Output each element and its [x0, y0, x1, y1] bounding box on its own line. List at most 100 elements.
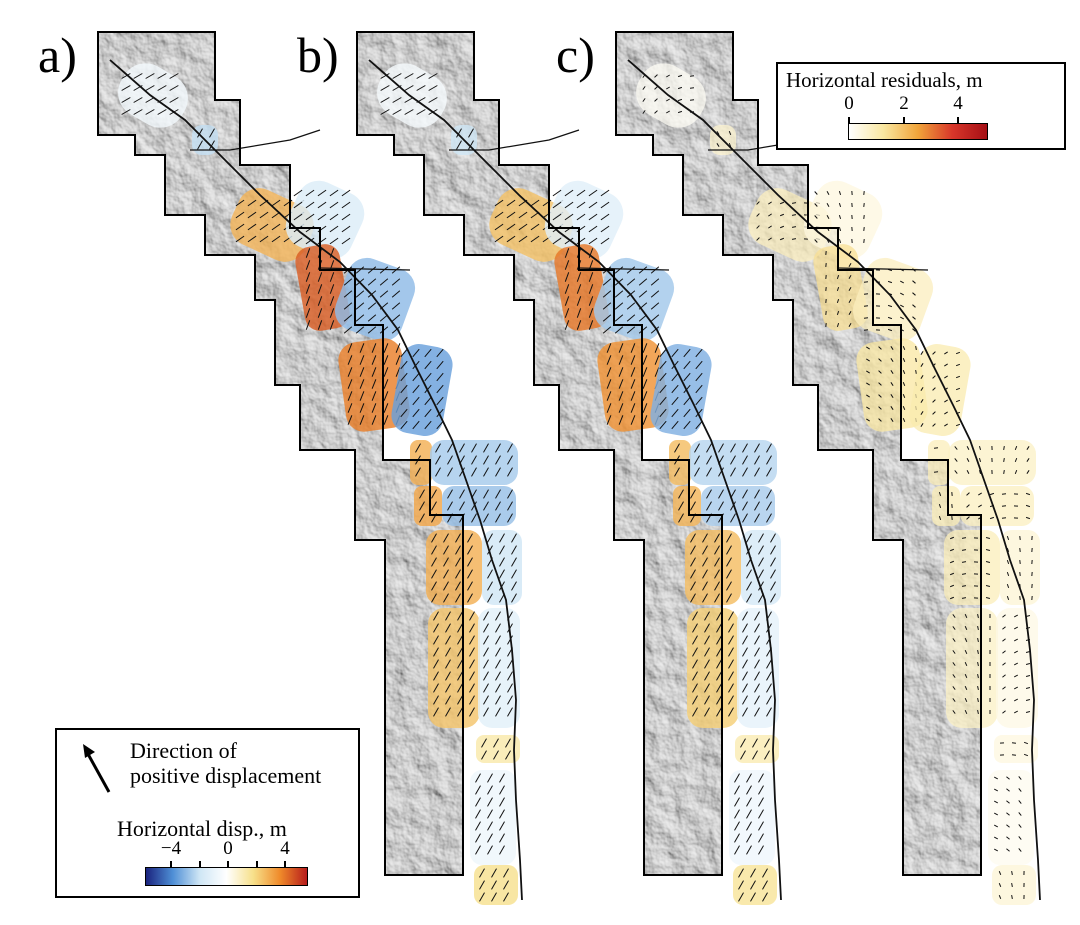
- vector-tick: [600, 189, 610, 197]
- vector-tick: [209, 128, 215, 138]
- vector-tick: [614, 266, 624, 274]
- vector-tick: [305, 260, 311, 270]
- vector-tick: [487, 593, 493, 603]
- vector-tick: [704, 695, 710, 705]
- vector-tick: [436, 372, 444, 382]
- vector-tick: [564, 272, 570, 282]
- vector-tick: [626, 278, 636, 286]
- vector-tick: [424, 372, 432, 382]
- vector-tick: [993, 824, 999, 828]
- vector-tick: [966, 445, 970, 451]
- vector-tick: [978, 457, 982, 463]
- vector-tick: [993, 812, 999, 816]
- vector-tick: [481, 738, 487, 748]
- vector-tick: [932, 387, 936, 391]
- vector-tick: [692, 683, 698, 693]
- vector-tick: [742, 659, 748, 669]
- vector-tick: [475, 773, 481, 783]
- vector-tick: [754, 671, 760, 681]
- vector-tick: [768, 213, 772, 217]
- vector-tick: [716, 695, 722, 705]
- vector-tick: [467, 557, 473, 567]
- vector-tick: [469, 707, 475, 717]
- vector-tick: [742, 671, 748, 681]
- vector-tick: [993, 848, 999, 852]
- vector-tick: [770, 533, 776, 543]
- vector-tick: [671, 396, 679, 406]
- vector-tick: [900, 304, 904, 308]
- vector-tick: [341, 237, 351, 245]
- vector-tick: [671, 420, 679, 430]
- vector-tick: [955, 423, 961, 427]
- vector-tick: [495, 623, 501, 633]
- vector-tick: [758, 845, 764, 855]
- vector-tick: [371, 343, 377, 353]
- vector-tick: [746, 833, 752, 843]
- vector-tick: [469, 671, 475, 681]
- vector-tick: [419, 489, 425, 499]
- vector-tick: [678, 501, 684, 511]
- vector-tick: [602, 314, 612, 322]
- vector-tick: [878, 406, 882, 410]
- vector-tick: [317, 201, 327, 209]
- direction-text-line1: Direction of: [130, 738, 237, 763]
- disp-tick-4: 4: [280, 838, 290, 859]
- vector-tick: [826, 215, 830, 219]
- vector-tick: [746, 533, 752, 543]
- vector-tick: [944, 363, 948, 367]
- displacement-patch: [478, 608, 520, 728]
- vector-tick: [293, 237, 303, 245]
- vector-tick: [654, 367, 660, 377]
- vector-tick: [836, 286, 840, 292]
- vector-tick: [483, 611, 489, 621]
- vector-tick: [391, 290, 401, 298]
- vector-tick: [887, 280, 893, 284]
- vector-tick: [1018, 800, 1022, 804]
- vector-tick: [746, 845, 752, 855]
- vector-tick: [998, 894, 1002, 900]
- vector-tick: [890, 394, 894, 398]
- vector-tick: [355, 290, 365, 298]
- vector-tick: [433, 707, 439, 717]
- vector-tick: [654, 343, 660, 353]
- vector-tick: [1006, 836, 1010, 840]
- vector-tick: [305, 213, 315, 221]
- vector-tick: [367, 278, 377, 286]
- vector-tick: [890, 418, 894, 422]
- vector-tick: [836, 274, 840, 280]
- displacement-patch: [673, 486, 701, 526]
- vector-tick: [718, 501, 724, 511]
- fault-branch: [837, 267, 929, 271]
- vector-tick: [507, 683, 513, 693]
- vector-tick: [1013, 698, 1019, 702]
- vector-tick: [495, 489, 501, 499]
- vector-tick: [1013, 674, 1019, 678]
- vector-tick: [367, 314, 377, 322]
- vector-tick: [779, 201, 785, 205]
- vector-tick: [445, 695, 451, 705]
- vector-tick: [764, 750, 770, 760]
- vector-tick: [706, 489, 712, 499]
- vector-tick: [716, 647, 722, 657]
- vector-tick: [630, 367, 636, 377]
- vector-tick: [455, 593, 461, 603]
- vector-tick: [600, 201, 610, 209]
- vector-tick: [588, 296, 594, 306]
- vector-tick: [642, 367, 648, 377]
- vector-tick: [491, 892, 497, 902]
- vector-tick: [952, 710, 956, 714]
- vector-tick: [317, 213, 327, 221]
- vector-tick: [518, 211, 528, 219]
- vector-tick: [768, 225, 772, 229]
- vector-tick: [704, 707, 710, 717]
- vector-tick: [626, 314, 636, 322]
- vector-tick: [949, 536, 955, 540]
- vector-tick: [347, 391, 353, 401]
- vector-tick: [576, 296, 582, 306]
- vector-tick: [1002, 674, 1006, 678]
- displacement-patch: [803, 180, 883, 260]
- vector-tick: [716, 635, 722, 645]
- vector-tick: [746, 809, 752, 819]
- vector-tick: [726, 533, 732, 543]
- vector-tick: [588, 213, 598, 221]
